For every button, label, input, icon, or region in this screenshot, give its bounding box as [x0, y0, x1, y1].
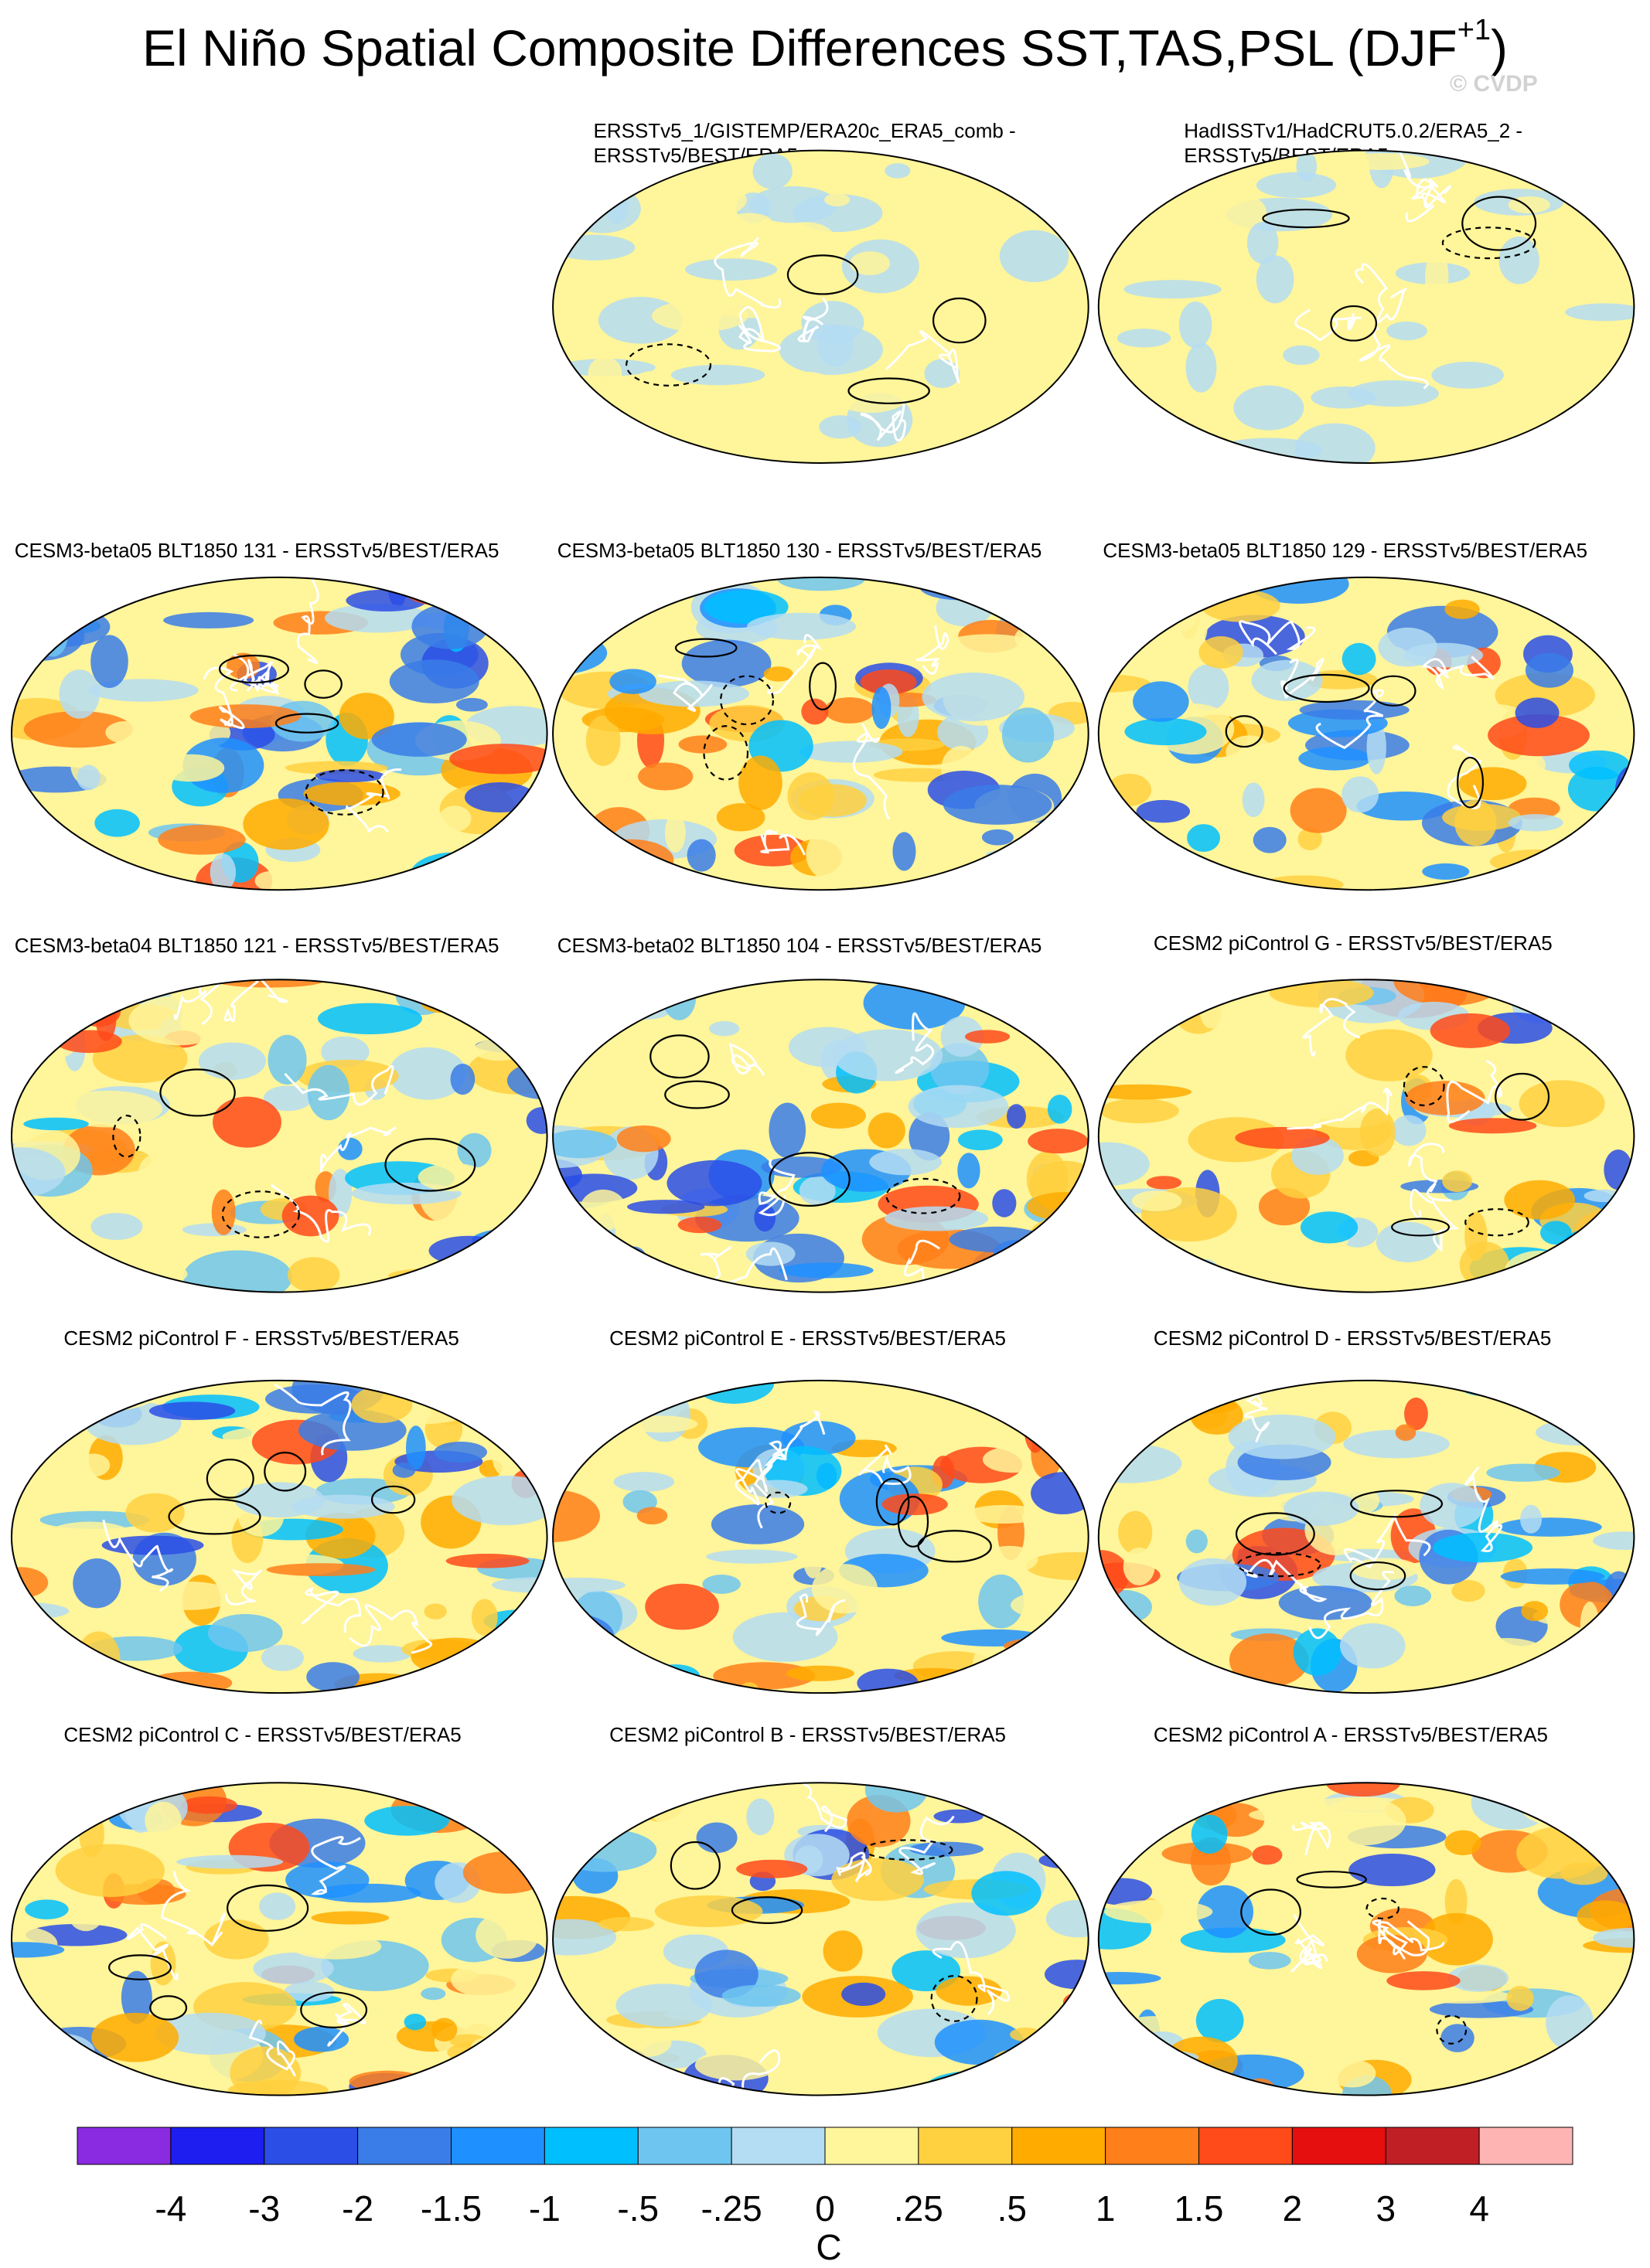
colorbar-swatch	[1385, 2127, 1480, 2165]
panel-title-line: ERSSTv5_1/GISTEMP/ERA20c_ERA5_comb -	[593, 119, 1016, 143]
colorbar-tick-label: -4	[155, 2188, 187, 2229]
panel-title-line: CESM3-beta05 BLT1850 129 - ERSSTv5/BEST/…	[1103, 539, 1588, 563]
colorbar-swatch	[357, 2127, 452, 2165]
colorbar-swatch	[918, 2127, 1013, 2165]
panel-title: CESM2 piControl E - ERSSTv5/BEST/ERA5	[609, 1326, 1006, 1350]
panel-title: CESM2 piControl A - ERSSTv5/BEST/ERA5	[1154, 1722, 1548, 1747]
panel-title: ERSSTv5_1/GISTEMP/ERA20c_ERA5_comb - ERSS…	[593, 118, 1015, 168]
panel-title-line: CESM2 piControl B - ERSSTv5/BEST/ERA5	[609, 1722, 1007, 1746]
colorbar-tick-label: 0	[815, 2188, 835, 2229]
panel-title-line: CESM2 piControl D - ERSSTv5/BEST/ERA5	[1153, 1326, 1552, 1350]
colorbar-tick-label: -1.5	[420, 2188, 482, 2229]
colorbar-tick-label: 3	[1376, 2188, 1396, 2229]
colorbar-swatch	[731, 2127, 826, 2165]
colorbar-swatch	[264, 2127, 359, 2165]
colorbar-tick-label: -.25	[701, 2188, 762, 2229]
panel-title-line: ERSSTv5/BEST/ERA5	[593, 144, 798, 168]
panel-title: CESM3-beta04 BLT1850 121 - ERSSTv5/BEST/…	[15, 933, 499, 958]
page-title: El Niño Spatial Composite Differences SS…	[0, 14, 1650, 79]
colorbar-tick-label: -1	[528, 2188, 561, 2229]
panel-title-line: CESM2 piControl C - ERSSTv5/BEST/ERA5	[63, 1722, 462, 1746]
colorbar-tick-label: 4	[1469, 2188, 1489, 2229]
colorbar-units: C	[816, 2227, 842, 2267]
colorbar-tick-label: .25	[893, 2188, 943, 2229]
colorbar-tick-label: .5	[997, 2188, 1027, 2229]
colorbar-swatch	[1105, 2127, 1199, 2165]
colorbar-swatch	[77, 2127, 172, 2165]
panel-title: CESM3-beta02 BLT1850 104 - ERSSTv5/BEST/…	[557, 933, 1042, 958]
colorbar-tick-label: -2	[342, 2188, 374, 2229]
title-text: El Niño Spatial Composite Differences SS…	[141, 19, 1457, 77]
watermark: © CVDP	[1450, 71, 1538, 97]
panel-title: CESM3-beta05 BLT1850 130 - ERSSTv5/BEST/…	[557, 538, 1042, 563]
colorbar-tick-label: 1	[1095, 2188, 1116, 2229]
colorbar-tick-label: 1.5	[1174, 2188, 1224, 2229]
colorbar-tick-label: 2	[1282, 2188, 1303, 2229]
panel-title: CESM2 piControl C - ERSSTv5/BEST/ERA5	[63, 1722, 461, 1747]
panel-title: CESM2 piControl F - ERSSTv5/BEST/ERA5	[63, 1326, 459, 1350]
panel-title: CESM2 piControl B - ERSSTv5/BEST/ERA5	[609, 1722, 1006, 1747]
colorbar-tick-label: -.5	[617, 2188, 660, 2229]
colorbar-swatch	[1011, 2127, 1106, 2165]
panel-title-line: CESM3-beta05 BLT1850 131 - ERSSTv5/BEST/…	[14, 539, 499, 563]
panel-title: CESM3-beta05 BLT1850 129 - ERSSTv5/BEST/…	[1103, 538, 1587, 563]
colorbar-swatch	[1198, 2127, 1293, 2165]
title-superscript: +1	[1457, 14, 1491, 46]
panel-title-line: CESM2 piControl A - ERSSTv5/BEST/ERA5	[1153, 1722, 1548, 1746]
panel-title-line: ERSSTv5/BEST/ERA5	[1184, 144, 1389, 168]
colorbar-swatch	[451, 2127, 545, 2165]
panel-title: CESM2 piControl G - ERSSTv5/BEST/ERA5	[1154, 931, 1553, 955]
panel-title-line: CESM3-beta05 BLT1850 130 - ERSSTv5/BEST/…	[557, 539, 1042, 563]
colorbar-swatch	[1291, 2127, 1386, 2165]
panel-title-line: CESM2 piControl G - ERSSTv5/BEST/ERA5	[1153, 931, 1553, 955]
panel-title-line: CESM2 piControl E - ERSSTv5/BEST/ERA5	[609, 1326, 1007, 1350]
panel-title: CESM2 piControl D - ERSSTv5/BEST/ERA5	[1154, 1326, 1551, 1350]
colorbar-swatch	[170, 2127, 265, 2165]
colorbar-swatch	[637, 2127, 732, 2165]
colorbar-swatch	[1478, 2127, 1573, 2165]
panel-title: CESM3-beta05 BLT1850 131 - ERSSTv5/BEST/…	[15, 538, 499, 563]
panel-title-line: CESM3-beta02 BLT1850 104 - ERSSTv5/BEST/…	[557, 934, 1042, 958]
colorbar-swatch	[824, 2127, 919, 2165]
title-close: )	[1491, 19, 1509, 77]
panel-title: HadISSTv1/HadCRUT5.0.2/ERA5_2 - ERSSTv5/B…	[1184, 118, 1522, 168]
panel-title-line: CESM3-beta04 BLT1850 121 - ERSSTv5/BEST/…	[14, 934, 499, 958]
panel-title-line: HadISSTv1/HadCRUT5.0.2/ERA5_2 -	[1184, 119, 1523, 143]
colorbar-swatch	[544, 2127, 639, 2165]
panel-title-line: CESM2 piControl F - ERSSTv5/BEST/ERA5	[63, 1326, 459, 1350]
colorbar-tick-label: -3	[248, 2188, 281, 2229]
